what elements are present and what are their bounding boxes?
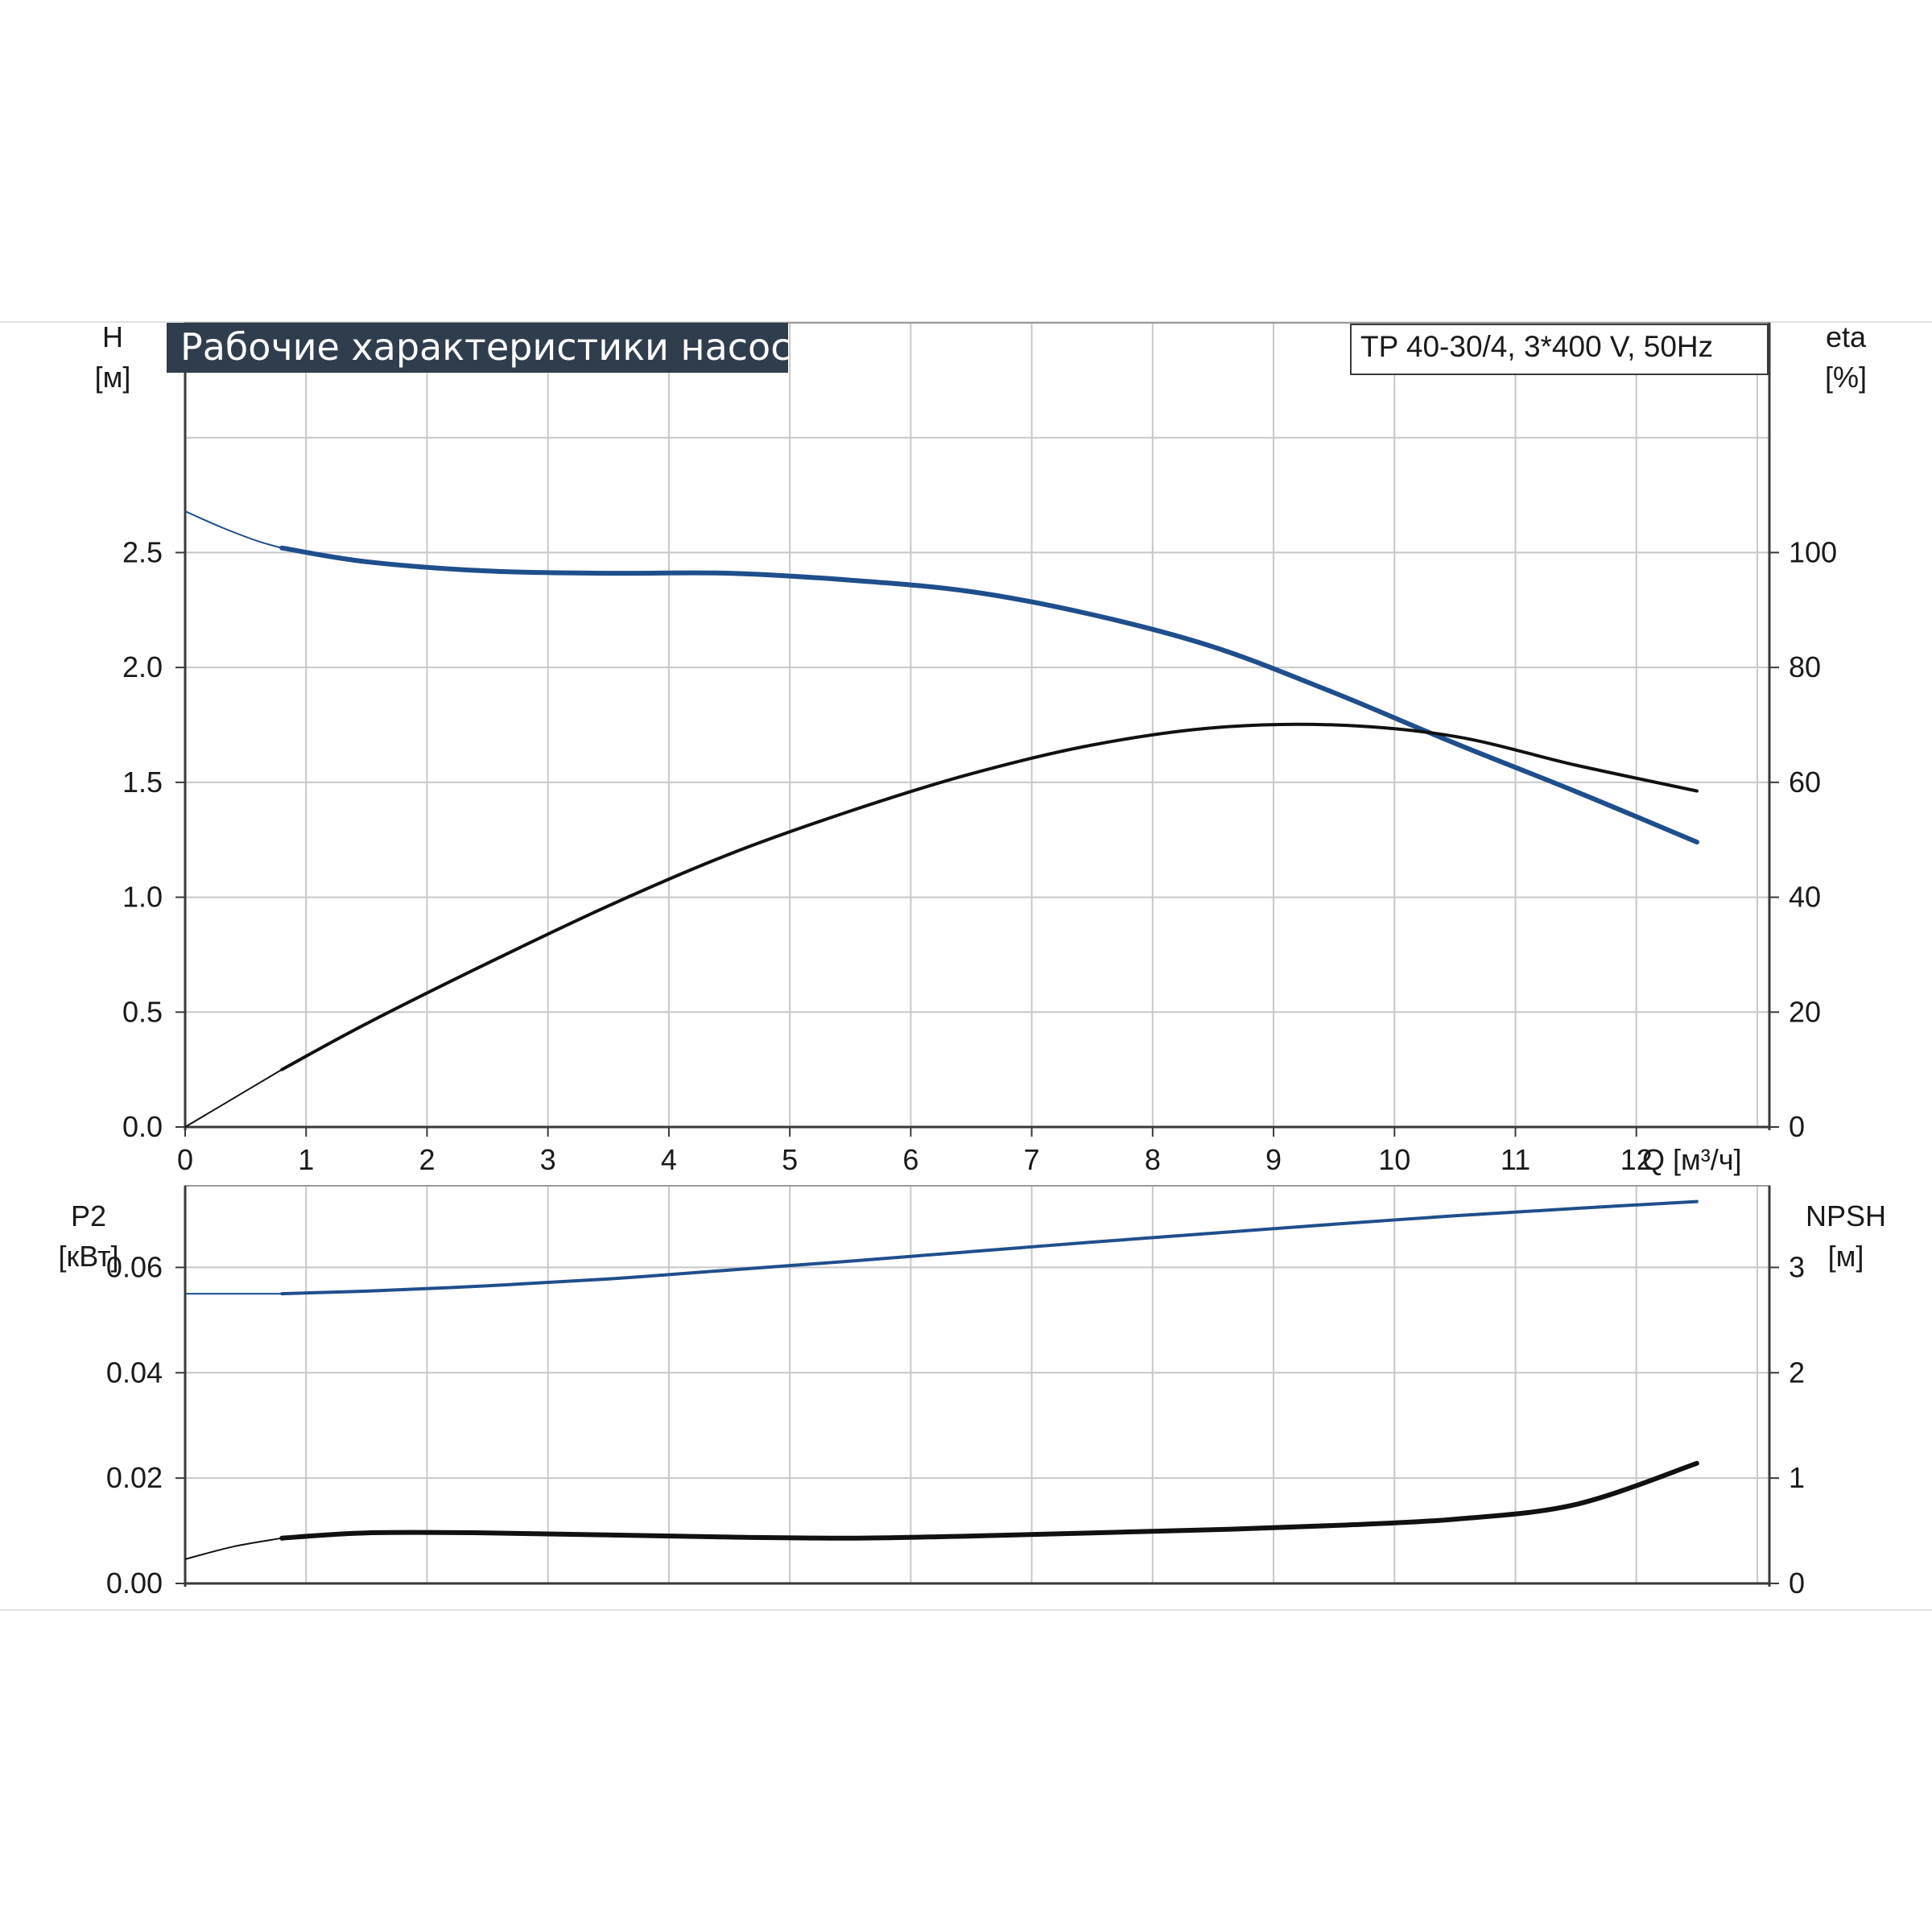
top-right-tick-label: 20 [1789,995,1821,1028]
top-right-tick-label: 40 [1789,881,1821,914]
top-eta-curve [280,722,1699,1071]
top-h-curve [279,545,1699,845]
top-left-tick-label: 0.5 [122,995,163,1028]
top-right-tick-label: 60 [1789,766,1821,799]
bottom-right-tick-label: 0 [1789,1567,1805,1600]
top-x-tick-label: 1 [298,1143,314,1176]
top-left-tick-label: 1.5 [122,766,163,799]
top-left-tick-label: 2.5 [122,535,163,568]
top-h-extrapolated-curve [184,510,283,549]
bottom-left-tick-label: 0.02 [106,1461,163,1494]
top-x-tick-label: 7 [1024,1143,1040,1176]
top-x-tick-label: 8 [1145,1143,1161,1176]
power-npsh-panel: 0.00 0.02 0.04 0.06 0 1 2 3 P2 [кВт] NPSH [м] [58,1185,1886,1600]
top-x-tick-label: 3 [540,1143,556,1176]
model-label: TP 40-30/4, 3*400 V, 50Hz [1360,330,1713,363]
bottom-left-tick-label: 0.00 [106,1567,163,1600]
title-badge [167,323,788,373]
top-left-axis-label: [м] [95,361,131,394]
top-right-tick-label: 80 [1789,650,1821,683]
top-x-tick-label: 10 [1378,1143,1410,1176]
top-left-tick-label: 0.0 [122,1110,163,1143]
top-plot-frame [184,322,1770,1128]
top-eta-extrapolated-curve [184,1068,283,1128]
top-x-tick-label: 11 [1501,1143,1530,1176]
top-left-tick-label: 1.0 [122,881,163,914]
top-right-tick-label: 0 [1789,1110,1805,1143]
bottom-left-tick-label: 0.06 [106,1250,163,1283]
bottom-right-tick-label: 3 [1789,1250,1805,1283]
bottom-right-axis-label: NPSH [1806,1199,1886,1232]
bottom-plot-frame [184,1185,1770,1584]
bottom-right-tick-label: 2 [1789,1356,1805,1389]
top-x-tick-label: 9 [1265,1143,1282,1176]
bottom-right-tick-label: 1 [1789,1461,1805,1494]
top-right-axis-label: [%] [1825,361,1867,394]
top-x-tick-label: 5 [782,1143,798,1176]
top-left-axis-label: H [102,320,123,353]
bottom-npsh-curve [279,1460,1699,1541]
top-x-tick-label: 2 [419,1143,435,1176]
top-right-tick-label: 100 [1789,535,1837,568]
bottom-npsh-extrapolated-curve [184,1537,283,1560]
bottom-right-axis-label: [м] [1828,1240,1864,1273]
top-x-tick-label: 6 [902,1143,919,1176]
top-left-tick-label: 2.0 [122,650,163,683]
top-x-tick-label: 0 [177,1143,193,1176]
top-x-tick-label: 12 [1620,1143,1653,1176]
bottom-left-tick-label: 0.04 [106,1356,163,1389]
model-box [1350,324,1769,375]
x-axis-label: Q [м³/ч] [1642,1143,1742,1176]
bottom-p2-curve [280,1199,1699,1296]
top-right-axis-label: eta [1826,320,1867,353]
bottom-left-axis-label: P2 [71,1199,106,1232]
top-x-tick-label: 4 [661,1143,677,1176]
chart-title: Рабочие характеристики насоса [180,325,814,369]
bottom-left-axis-label: [кВт] [58,1240,118,1273]
